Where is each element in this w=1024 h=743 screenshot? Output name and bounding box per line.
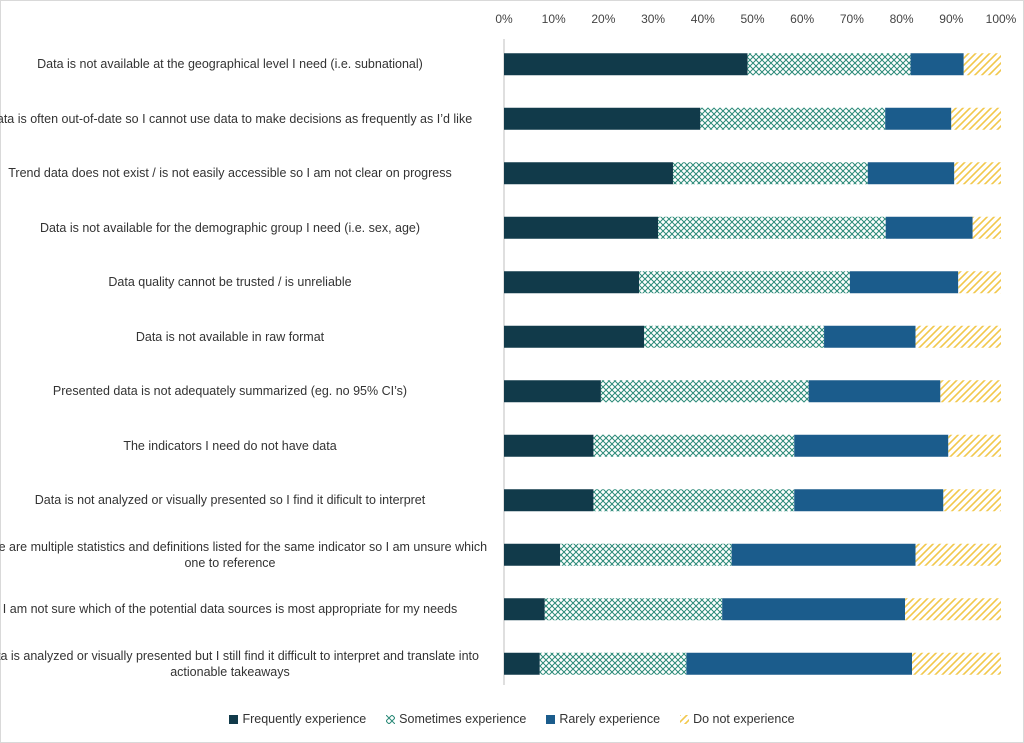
bar-segment-3 xyxy=(722,598,906,621)
bar-segment-3 xyxy=(731,543,916,566)
bar-segment-4 xyxy=(905,598,1001,621)
bar-segment-3 xyxy=(686,652,913,675)
bar-segment-2 xyxy=(600,380,809,403)
x-tick-label: 30% xyxy=(641,12,665,26)
bar-segment-1 xyxy=(504,107,701,130)
legend: Frequently experience Sometimes experienc… xyxy=(0,712,1024,726)
bar-segment-4 xyxy=(951,107,1001,130)
x-tick-label: 90% xyxy=(939,12,963,26)
x-tick-label: 20% xyxy=(591,12,615,26)
legend-swatch xyxy=(680,715,690,725)
category-label: Data quality cannot be trusted / is unre… xyxy=(108,275,352,290)
category-label: Data is not available at the geographica… xyxy=(37,57,423,72)
bar-segment-3 xyxy=(885,216,973,239)
bar-segment-1 xyxy=(504,652,540,675)
bar-segment-1 xyxy=(504,598,545,621)
bars xyxy=(504,53,1001,675)
bar-segment-4 xyxy=(948,434,1001,457)
bar-segment-4 xyxy=(915,325,1001,348)
bar-segment-1 xyxy=(504,216,659,239)
legend-item: Frequently experience xyxy=(229,712,366,726)
x-tick-label: 70% xyxy=(840,12,864,26)
category-label: Data is often out-of-date so I cannot us… xyxy=(0,111,473,126)
bar-segment-2 xyxy=(593,434,795,457)
bar-segment-4 xyxy=(972,216,1001,239)
x-tick-label: 0% xyxy=(495,12,513,26)
legend-label: Sometimes experience xyxy=(399,712,527,726)
legend-item: Rarely experience xyxy=(546,712,660,726)
bar-segment-3 xyxy=(849,271,959,294)
bar-segment-4 xyxy=(958,271,1001,294)
category-label: Data is analyzed or visually presented b… xyxy=(0,648,479,679)
bar-segment-3 xyxy=(808,380,941,403)
x-tick-label: 60% xyxy=(790,12,814,26)
bar-segment-1 xyxy=(504,543,561,566)
category-label: Data is not analyzed or visually present… xyxy=(34,493,426,508)
legend-swatch xyxy=(386,715,396,725)
x-tick-label: 50% xyxy=(740,12,764,26)
bar-segment-4 xyxy=(963,53,1001,76)
bar-segment-1 xyxy=(504,380,601,403)
bar-segment-3 xyxy=(794,434,949,457)
bar-segment-2 xyxy=(672,162,868,185)
x-tick-label: 10% xyxy=(542,12,566,26)
bar-segment-1 xyxy=(504,162,673,185)
bar-segment-2 xyxy=(560,543,732,566)
category-label: The indicators I need do not have data xyxy=(123,438,337,453)
bar-segment-1 xyxy=(504,53,748,76)
category-label: There are multiple statistics and defini… xyxy=(0,539,488,570)
category-label: Data is not available for the demographi… xyxy=(39,220,421,235)
bar-segment-1 xyxy=(504,271,640,294)
legend-label: Do not experience xyxy=(693,712,795,726)
x-tick-label: 80% xyxy=(890,12,914,26)
x-tick-label: 40% xyxy=(691,12,715,26)
category-label: Presented data is not adequately summari… xyxy=(52,384,408,399)
legend-swatch xyxy=(229,715,239,725)
bar-segment-2 xyxy=(658,216,886,239)
bar-segment-4 xyxy=(912,652,1001,675)
bar-segment-2 xyxy=(593,489,795,512)
bar-segment-4 xyxy=(943,489,1001,512)
legend-item: Do not experience xyxy=(680,712,795,726)
bar-segment-4 xyxy=(940,380,1001,403)
bar-segment-1 xyxy=(504,325,645,348)
bar-segment-2 xyxy=(539,652,687,675)
bar-segment-2 xyxy=(639,271,850,294)
bar-segment-3 xyxy=(794,489,944,512)
legend-swatch xyxy=(546,715,556,725)
bar-segment-3 xyxy=(824,325,916,348)
bar-segment-2 xyxy=(544,598,723,621)
legend-item: Sometimes experience xyxy=(386,712,526,726)
bar-segment-3 xyxy=(885,107,952,130)
bar-segment-2 xyxy=(747,53,911,76)
x-axis: 0% 10% 20% 30% 40% 50% 60% 70% 80% 90% 100% xyxy=(495,12,1017,685)
bar-segment-2 xyxy=(700,107,886,130)
category-label: Trend data does not exist / is not easil… xyxy=(8,166,452,181)
bar-segment-2 xyxy=(644,325,825,348)
bar-segment-1 xyxy=(504,489,594,512)
legend-label: Frequently experience xyxy=(242,712,367,726)
legend-label: Rarely experience xyxy=(559,712,661,726)
bar-segment-4 xyxy=(915,543,1001,566)
category-label: Data is not available in raw format xyxy=(135,329,325,344)
bar-segment-1 xyxy=(504,434,594,457)
bar-segment-3 xyxy=(910,53,964,76)
bar-segment-3 xyxy=(867,162,955,185)
bar-segment-4 xyxy=(954,162,1001,185)
category-label: I am not sure which of the potential dat… xyxy=(2,602,458,617)
x-tick-label: 100% xyxy=(986,12,1017,26)
